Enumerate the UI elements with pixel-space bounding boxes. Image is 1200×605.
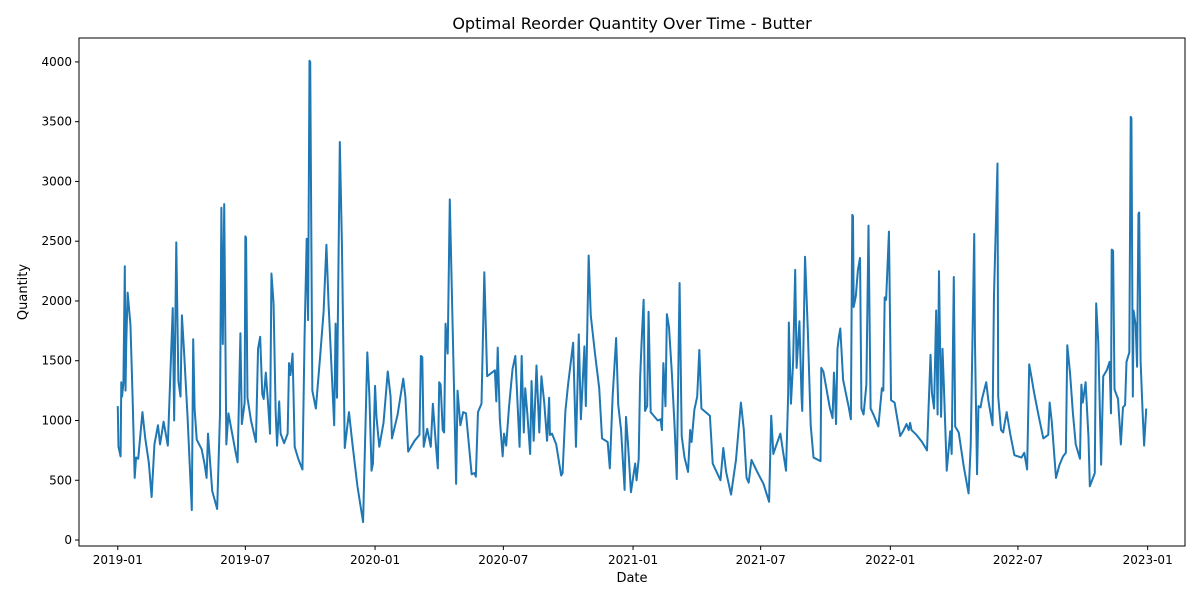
x-tick-label: 2022-07 <box>993 553 1043 567</box>
plot-frame <box>78 37 1186 547</box>
y-tick-label: 1500 <box>41 354 72 368</box>
x-axis-label: Date <box>616 571 647 586</box>
y-tick-label: 3500 <box>41 115 72 129</box>
series-line-0 <box>116 59 1148 524</box>
x-axis: 2019-01 2019-07 2020-01 2020-07 2021-01 2021-… <box>93 546 1173 567</box>
chart-title: Optimal Reorder Quantity Over Time - But… <box>452 14 812 33</box>
x-tick-label: 2022-01 <box>865 553 915 567</box>
x-tick-label: 2023-01 <box>1123 553 1173 567</box>
x-tick-label: 2020-07 <box>478 553 528 567</box>
y-tick-label: 2500 <box>41 234 72 248</box>
y-axis-label: Quantity <box>16 264 31 320</box>
y-tick-label: 4000 <box>41 55 72 69</box>
x-tick-label: 2019-07 <box>220 553 270 567</box>
x-tick-label: 2020-01 <box>350 553 400 567</box>
y-axis: 0 500 1000 1500 2000 2500 3000 3500 4000 <box>41 55 79 547</box>
x-tick-label: 2021-07 <box>736 553 786 567</box>
y-tick-label: 0 <box>64 533 72 547</box>
x-tick-label: 2019-01 <box>93 553 143 567</box>
x-tick-label: 2021-01 <box>608 553 658 567</box>
y-tick-label: 1000 <box>41 413 72 427</box>
y-tick-label: 500 <box>49 473 72 487</box>
y-tick-label: 3000 <box>41 174 72 188</box>
plot-area <box>116 59 1148 524</box>
y-tick-label: 2000 <box>41 294 72 308</box>
